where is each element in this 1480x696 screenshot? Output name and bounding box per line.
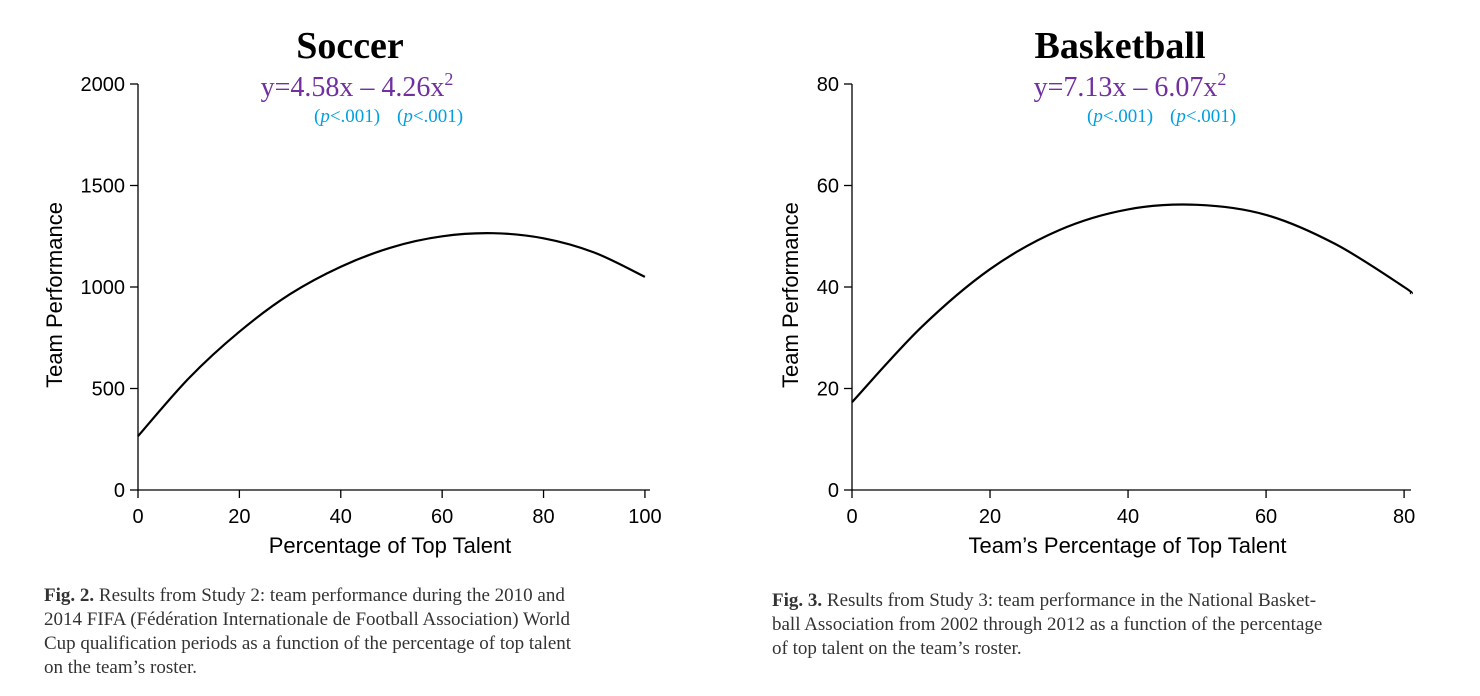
soccer-p-value-1: (p<.001) [314,106,380,127]
basketball-chart-title: Basketball [1034,25,1205,67]
soccer-caption-line-2: 2014 FIFA (Fédération Internationale de … [44,609,570,630]
basketball-x-axis-label: Team’s Percentage of Top Talent [969,533,1287,558]
soccer-caption-line-1: Results from Study 2: team performance d… [98,585,565,606]
soccer-equation-body: y=4.58x – 4.26x [261,72,445,103]
basketball-figure-caption: Fig. 3. Results from Study 3: team perfo… [772,589,1432,661]
soccer-x-tick-label: 20 [228,506,250,528]
basketball-equation: y=7.13x – 6.07x2 [1034,69,1227,103]
basketball-chart: 0 20 40 60 80 0 20 40 60 80 Team’s Percentage of T… [778,25,1415,558]
soccer-chart-title: Soccer [296,25,404,67]
basketball-caption-line-1: Results from Study 3: team performance i… [826,590,1317,611]
basketball-x-tick-label: 40 [1117,506,1139,528]
basketball-y-tick-label: 20 [817,379,839,401]
basketball-p-value-1: (p<.001) [1087,106,1153,127]
soccer-p-value-2: (p<.001) [397,106,463,127]
soccer-y-tick-label: 2000 [81,74,126,96]
soccer-y-tick-label: 1500 [81,176,126,198]
basketball-equation-superscript: 2 [1217,69,1226,89]
basketball-x-tick-label: 0 [846,506,857,528]
basketball-x-tick-label: 60 [1255,506,1277,528]
soccer-x-axis-label: Percentage of Top Talent [269,533,512,558]
soccer-y-tick-label: 0 [114,480,125,502]
soccer-x-tick-label: 60 [431,506,453,528]
soccer-caption-line-4: on the team’s roster. [44,657,198,678]
soccer-fitted-curve [137,232,646,437]
basketball-caption-line-3: of top talent on the team’s roster. [772,638,1022,659]
basketball-x-tick-label: 20 [979,506,1001,528]
soccer-x-tick-label: 80 [532,506,554,528]
basketball-x-tick-label: 80 [1393,506,1415,528]
soccer-caption-line-3: Cup qualification periods as a function … [44,633,572,654]
soccer-x-tick-label: 100 [628,506,661,528]
basketball-caption-line-2: ball Association from 2002 through 2012 … [772,614,1323,635]
basketball-y-tick-label: 60 [817,176,839,198]
soccer-figure-caption: Fig. 2. Results from Study 2: team perfo… [44,584,669,680]
basketball-fitted-curve [851,203,1413,403]
soccer-x-tick-label: 40 [330,506,352,528]
soccer-chart: 0 500 1000 1500 2000 0 20 40 60 80 100 Percentage o… [42,25,662,558]
soccer-equation-superscript: 2 [444,69,453,89]
soccer-y-tick-label: 1000 [81,277,126,299]
basketball-p-value-2: (p<.001) [1170,106,1236,127]
basketball-y-tick-label: 0 [828,480,839,502]
soccer-x-tick-label: 0 [132,506,143,528]
soccer-caption-label: Fig. 2. [44,585,95,606]
basketball-equation-body: y=7.13x – 6.07x [1034,72,1218,103]
basketball-y-tick-label: 40 [817,277,839,299]
soccer-y-tick-label: 500 [92,379,125,401]
basketball-y-axis-label: Team Performance [778,202,803,388]
basketball-caption-label: Fig. 3. [772,590,823,611]
soccer-y-axis-label: Team Performance [42,202,67,388]
soccer-equation: y=4.58x – 4.26x2 [261,69,454,103]
basketball-y-tick-label: 80 [817,74,839,96]
